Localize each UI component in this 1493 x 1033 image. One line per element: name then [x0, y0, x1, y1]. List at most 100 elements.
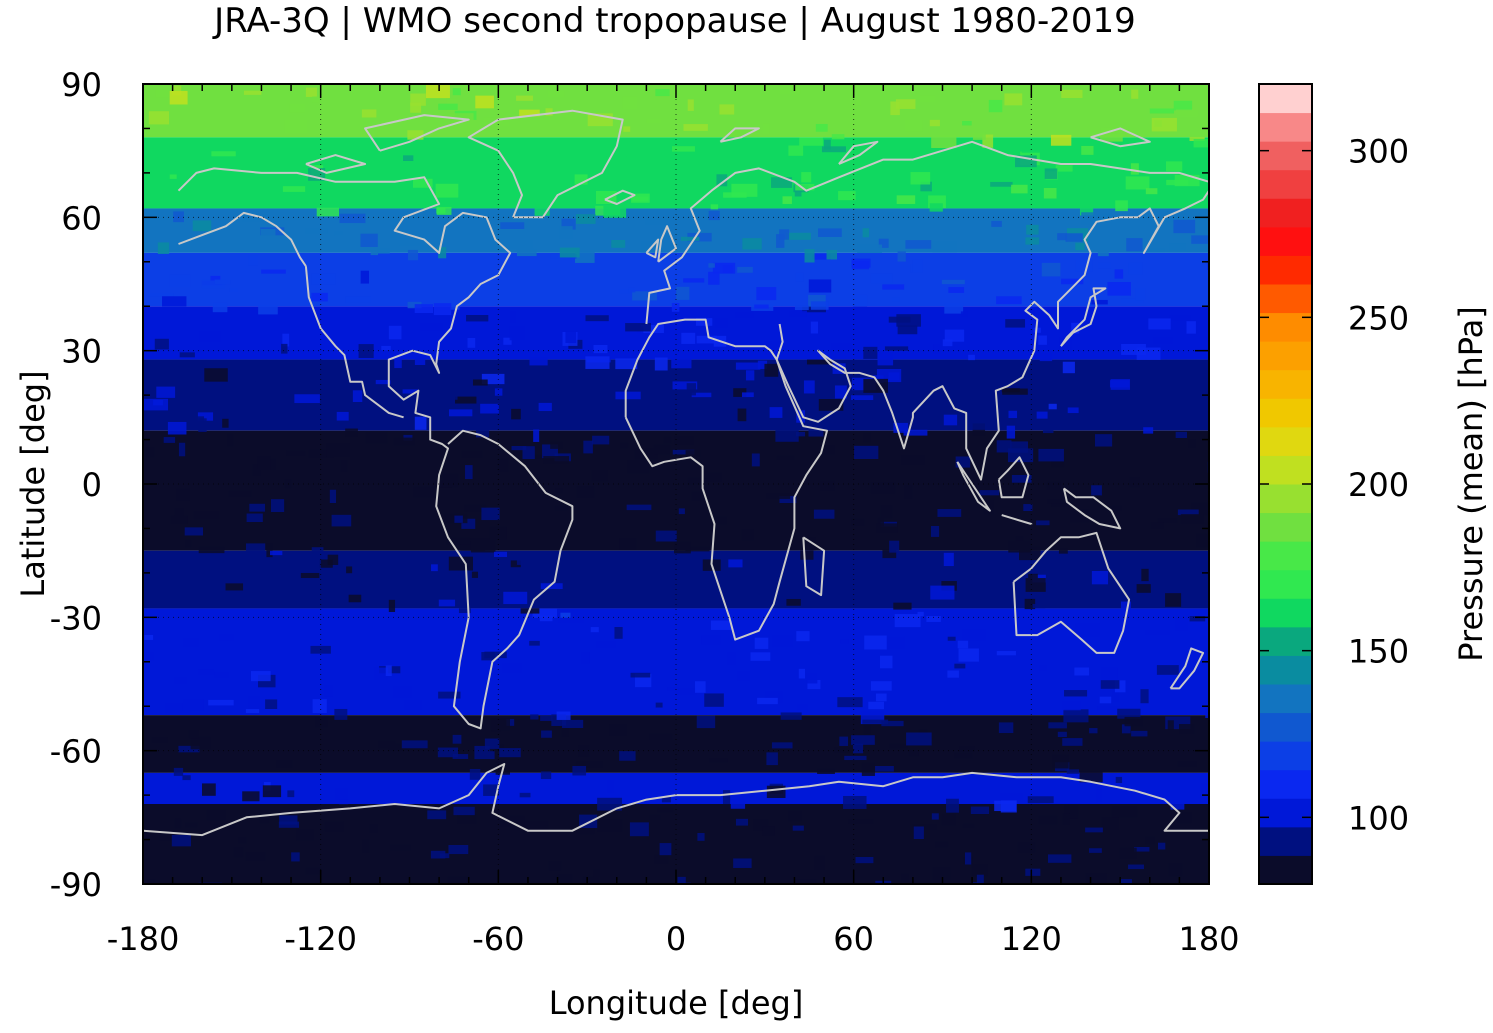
- texture-cell: [983, 500, 994, 515]
- texture-cell: [532, 608, 558, 618]
- texture-cell: [1048, 722, 1067, 729]
- texture-cell: [448, 113, 474, 121]
- texture-cell: [388, 599, 396, 612]
- y-tick-label: 0: [82, 466, 102, 504]
- texture-cell: [593, 869, 600, 877]
- texture-cell: [1047, 499, 1062, 504]
- texture-cell: [375, 379, 391, 385]
- texture-cell: [1168, 863, 1183, 877]
- texture-cell: [548, 861, 562, 871]
- coastline: [624, 318, 828, 641]
- texture-cell: [824, 139, 831, 150]
- texture-cell: [352, 390, 363, 403]
- texture-cell: [1024, 598, 1036, 610]
- texture-cell: [731, 183, 758, 197]
- texture-cell: [575, 214, 596, 224]
- texture-cell: [672, 381, 698, 390]
- texture-cell: [370, 250, 379, 256]
- colorbar-segment: [1259, 284, 1312, 314]
- colorbar-segment: [1259, 198, 1312, 228]
- texture-cell: [373, 667, 389, 681]
- texture-cell: [481, 373, 505, 385]
- colorbar-ticks: 100 150 200 250 300: [1259, 133, 1409, 837]
- texture-cell: [1165, 593, 1182, 607]
- texture-cell: [654, 357, 668, 371]
- texture-cell: [708, 263, 715, 268]
- texture-cell: [1075, 259, 1093, 272]
- texture-cell: [480, 403, 499, 414]
- texture-cell: [863, 723, 871, 735]
- texture-cell: [167, 421, 187, 435]
- texture-cell: [557, 874, 573, 884]
- colorbar-segment: [1259, 798, 1312, 828]
- texture-cell: [766, 752, 778, 766]
- texture-cell: [545, 108, 553, 116]
- texture-cell: [452, 754, 469, 759]
- texture-cell: [466, 314, 489, 322]
- texture-cell: [1001, 388, 1020, 393]
- texture-cell: [1177, 812, 1192, 824]
- texture-cell: [803, 380, 815, 394]
- texture-cell: [894, 614, 921, 628]
- texture-cell: [543, 456, 570, 464]
- coastline: [1062, 487, 1122, 530]
- texture-cell: [710, 620, 732, 630]
- texture-cell: [1011, 184, 1028, 194]
- texture-cell: [632, 291, 657, 301]
- texture-cell: [361, 109, 377, 118]
- texture-cell: [187, 416, 205, 430]
- texture-cell: [452, 734, 462, 744]
- texture-cell: [1023, 504, 1033, 512]
- texture-cell: [174, 406, 186, 421]
- texture-cell: [701, 470, 708, 479]
- texture-cell: [920, 181, 932, 192]
- texture-cell: [685, 546, 710, 552]
- texture-cell: [388, 369, 401, 381]
- texture-cell: [1061, 89, 1083, 99]
- texture-cell: [470, 538, 496, 553]
- texture-cell: [225, 583, 244, 591]
- texture-cell: [657, 807, 674, 813]
- x-tick-label: -120: [284, 920, 357, 958]
- texture-cell: [622, 96, 638, 110]
- texture-cell: [875, 766, 894, 772]
- texture-cell: [962, 121, 972, 126]
- texture-cell: [649, 814, 661, 820]
- texture-cell: [857, 244, 883, 254]
- texture-cell: [145, 447, 155, 458]
- y-tick-label: 90: [61, 66, 102, 104]
- texture-cell: [392, 686, 413, 698]
- texture-cell: [595, 190, 617, 205]
- texture-cell: [742, 238, 762, 250]
- colorbar-segment: [1259, 569, 1312, 599]
- texture-cell: [1114, 269, 1124, 279]
- texture-cell: [880, 505, 893, 519]
- texture-cell: [448, 556, 473, 571]
- texture-cell: [559, 247, 580, 258]
- coastline: [177, 167, 574, 730]
- texture-cell: [1085, 873, 1107, 884]
- texture-cell: [1196, 533, 1209, 548]
- texture-cell: [947, 636, 956, 641]
- texture-cell: [259, 810, 270, 824]
- texture-cell: [889, 573, 915, 586]
- texture-cell: [931, 813, 939, 820]
- texture-cell: [848, 819, 874, 824]
- colorbar-segment: [1259, 712, 1312, 742]
- texture-cell: [474, 745, 495, 760]
- texture-cell: [671, 302, 680, 312]
- texture-cell: [1075, 368, 1089, 377]
- texture-cell: [1177, 509, 1199, 516]
- texture-cell: [334, 708, 348, 720]
- colorbar-segment: [1259, 112, 1312, 142]
- texture-cell: [733, 388, 747, 397]
- texture-cell: [394, 356, 402, 369]
- texture-cell: [1115, 776, 1123, 784]
- texture-cell: [889, 743, 908, 749]
- texture-cell: [913, 826, 924, 840]
- texture-cell: [801, 172, 812, 183]
- texture-cell: [959, 746, 975, 752]
- colorbar: [1259, 84, 1312, 885]
- texture-cell: [162, 296, 187, 307]
- texture-cell: [245, 852, 266, 861]
